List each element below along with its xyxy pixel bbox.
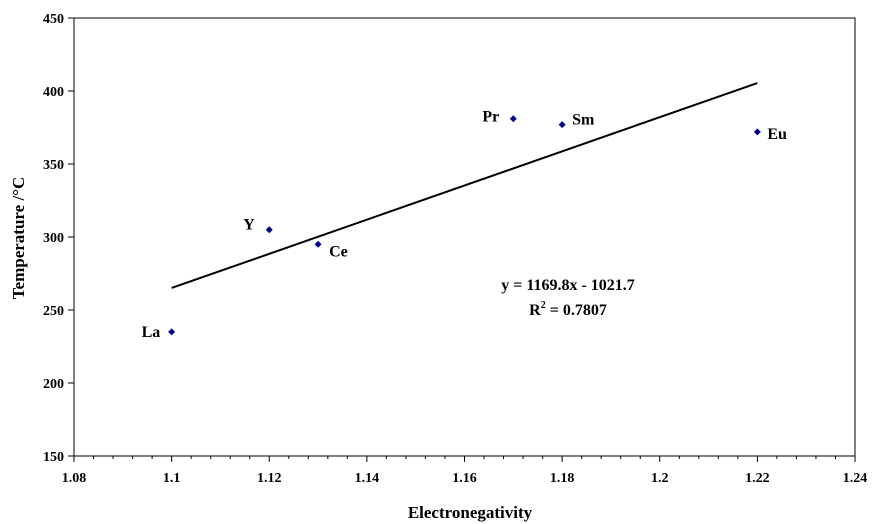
x-tick-label: 1.22 — [745, 471, 770, 486]
data-point-pr — [509, 115, 517, 123]
point-label-pr: Pr — [482, 109, 499, 126]
data-points: La Y Ce Pr Sm Eu — [142, 109, 787, 341]
axes — [73, 17, 856, 457]
ticks: 150 200 250 300 350 400 450 1.08 1.1 1.12 1.14 1.16… — [43, 12, 867, 486]
point-label-eu: Eu — [767, 126, 787, 143]
x-tick-label: 1.2 — [651, 471, 669, 486]
x-tick-label: 1.12 — [257, 471, 282, 486]
x-tick-label: 1.18 — [550, 471, 575, 486]
y-tick-label: 200 — [43, 377, 64, 392]
data-point-y — [265, 226, 273, 234]
trendline-line — [171, 82, 758, 289]
point-label-la: La — [142, 324, 161, 341]
point-label-y: Y — [243, 217, 255, 234]
point-label-ce: Ce — [329, 243, 348, 260]
data-point-sm — [558, 121, 566, 129]
y-tick-label: 300 — [43, 231, 64, 246]
data-point-la — [168, 328, 176, 336]
x-tick-label: 1.14 — [355, 471, 380, 486]
data-point-ce — [314, 240, 322, 248]
y-tick-label: 450 — [43, 12, 64, 27]
y-tick-label: 400 — [43, 85, 64, 100]
r-squared-text: R2 = 0.7807 — [529, 300, 607, 319]
x-tick-label: 1.24 — [843, 471, 868, 486]
data-point-eu — [753, 128, 761, 136]
y-tick-label: 150 — [43, 450, 64, 465]
trendline — [171, 82, 758, 289]
trendline-equation: y = 1169.8x - 1021.7 — [501, 277, 635, 294]
y-tick-label: 250 — [43, 304, 64, 319]
plot-area-frame — [73, 17, 856, 457]
y-tick-label: 350 — [43, 158, 64, 173]
x-tick-label: 1.16 — [452, 471, 477, 486]
y-axis-title: Temperature /°C — [9, 177, 28, 299]
point-label-sm: Sm — [572, 112, 595, 129]
x-tick-label: 1.1 — [163, 471, 181, 486]
x-tick-label: 1.08 — [62, 471, 87, 486]
x-axis-title: Electronegativity — [408, 503, 533, 522]
